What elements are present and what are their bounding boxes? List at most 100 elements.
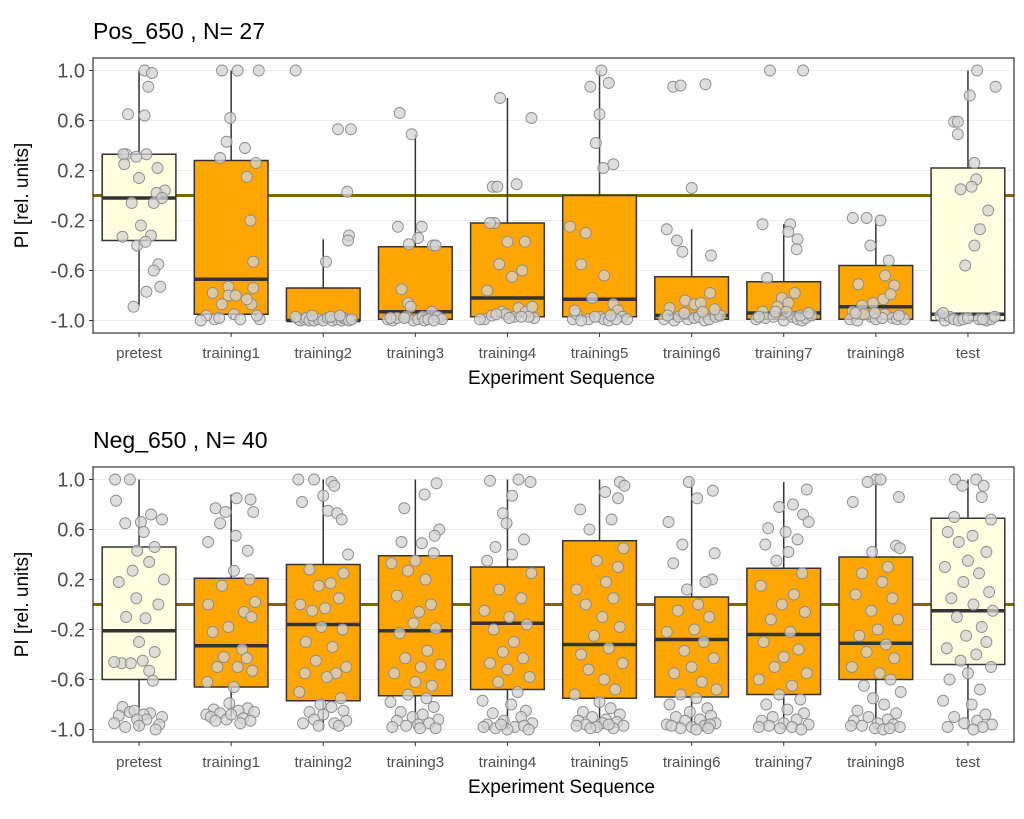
data-point [796,567,809,580]
data-point [395,283,408,296]
data-point [671,604,684,617]
data-point [418,488,431,501]
data-point [495,718,507,731]
data-point [119,517,132,530]
data-point [409,554,422,567]
data-point [965,180,978,193]
data-point [247,255,260,268]
data-point [600,576,612,588]
data-point [884,288,897,301]
data-point [800,483,813,496]
data-point [240,652,253,665]
data-point [851,704,864,717]
x-tick-label: training6 [663,754,721,771]
data-point [213,312,226,324]
data-point [194,314,207,327]
data-point [962,554,974,567]
data-point [145,67,158,79]
data-point [849,588,862,601]
data-point [492,676,505,688]
data-point [784,626,797,638]
data-point [695,676,708,688]
data-point [384,696,397,708]
data-point [697,636,710,648]
data-point [294,598,307,611]
data-point [501,235,514,248]
data-point [584,80,597,93]
data-point [952,536,965,548]
y-tick-label: 0.2 [57,570,85,592]
data-point [586,292,599,304]
data-point [886,592,899,605]
data-point [678,644,691,657]
x-tick-label: training2 [294,754,352,771]
data-point [506,489,519,502]
data-point [975,491,988,503]
x-tick-label: training2 [294,345,352,362]
data-point [206,287,219,299]
data-point [227,681,240,693]
data-point [292,473,305,486]
data-point [429,239,442,252]
data-point [705,249,717,262]
data-point [320,255,332,268]
data-point [782,225,795,238]
data-point [966,529,979,542]
data-point [948,711,961,723]
data-point [239,142,251,154]
data-point [951,128,964,141]
data-point [145,508,157,521]
data-point [156,192,169,204]
data-point [977,479,990,492]
data-point [215,298,228,311]
data-point [414,661,427,673]
data-point [678,307,691,319]
data-point [247,506,260,518]
data-point [319,602,332,615]
data-point [249,596,262,608]
data-point [754,579,767,592]
data-point [613,621,626,633]
data-point [299,636,312,648]
data-point [289,64,302,77]
data-point [574,503,587,516]
data-point [224,112,237,124]
data-point [873,667,886,680]
data-point [484,217,496,229]
x-tick-label: training4 [479,345,537,362]
data-point [593,108,606,121]
data-point [409,676,422,688]
data-point [588,629,600,642]
data-point [868,307,881,319]
data-point [948,511,961,523]
data-point [937,307,950,319]
y-tick-label: 0.2 [57,161,85,183]
data-point [247,282,260,294]
data-point [867,297,880,309]
data-point [763,64,776,77]
data-point [317,708,330,721]
y-tick-label: 0.6 [57,520,85,542]
box-training5 [561,70,638,321]
data-point [306,604,319,617]
x-tick-label: test [956,345,981,362]
data-point [120,611,133,623]
data-point [845,719,857,732]
data-point [761,272,774,284]
data-point [419,573,432,586]
y-tick-label: -0.6 [51,670,85,692]
data-point [871,623,884,636]
data-point [874,214,887,227]
data-point [598,269,611,282]
data-point [156,513,169,526]
data-point [756,218,769,231]
data-point [773,501,786,513]
data-point [244,714,257,727]
data-point [225,708,238,721]
x-tick-label: training8 [847,345,905,362]
data-point [852,278,865,291]
data-point [879,269,892,282]
data-point [487,623,500,636]
data-point [890,707,903,720]
data-point [250,309,263,322]
